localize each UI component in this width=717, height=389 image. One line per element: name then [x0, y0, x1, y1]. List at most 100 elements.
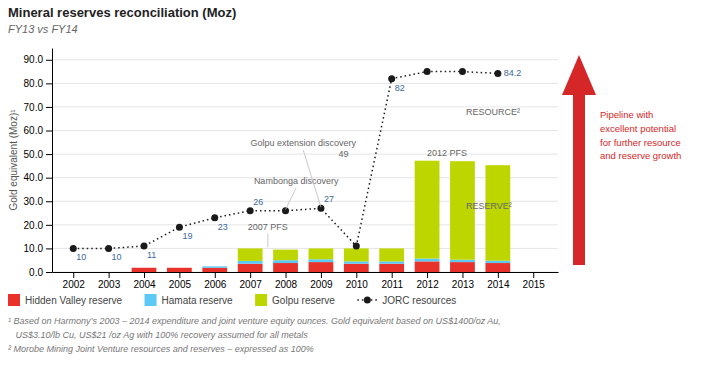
bar [273, 260, 298, 263]
plot-marks [70, 68, 511, 272]
data-label: 26 [253, 197, 263, 207]
footnote: ² Morobe Mining Joint Venture resources … [8, 344, 314, 354]
bar [415, 261, 440, 272]
legend-swatch [364, 297, 371, 304]
x-tick-label: 2002 [63, 279, 86, 290]
annotation: Nambonga discovery [254, 176, 339, 186]
annotation-leader [303, 150, 321, 207]
y-tick-mark [46, 248, 52, 249]
y-axis-label: Gold equivalent (Moz)¹ [8, 109, 19, 211]
legend-label: Hidden Valley reserve [25, 295, 123, 306]
x-tick-mark [73, 272, 74, 278]
y-tick-label: 70.0 [24, 102, 44, 113]
y-tick: 0.0 [29, 267, 52, 278]
y-tick: 30.0 [24, 196, 52, 207]
x-tick-mark [427, 272, 428, 278]
annotations: 2007 PFSNambonga discoveryGolpu extensio… [248, 107, 520, 248]
y-tick: 40.0 [24, 172, 52, 183]
data-label: 23 [218, 222, 228, 232]
bar [344, 264, 369, 272]
bar [485, 165, 510, 260]
point [424, 68, 431, 75]
point [211, 214, 218, 221]
x-tick-mark [215, 272, 216, 278]
bar [309, 262, 334, 272]
legend: Hidden Valley reserve Hamata reserve Golpu… [8, 294, 456, 306]
x-tick-label: 2008 [275, 279, 298, 290]
y-tick: 20.0 [24, 220, 52, 231]
x-tick-label: 2005 [169, 279, 192, 290]
legend-label: Hamata reserve [162, 295, 234, 306]
point [70, 245, 77, 252]
footnotes: ¹ Based on Harmony’s 2003 – 2014 expendi… [8, 316, 501, 354]
line [73, 72, 498, 249]
bar [309, 248, 334, 259]
bar [415, 161, 440, 259]
chart: Mineral reserves reconciliation (Moz)FY1… [0, 0, 717, 389]
title: Mineral reserves reconciliation (Moz) [8, 5, 236, 20]
callout-line: and reserve growth [600, 150, 681, 161]
point [282, 207, 289, 214]
legend-swatch [145, 294, 157, 306]
x-tick-mark [356, 272, 357, 278]
grid-line [52, 59, 558, 60]
bar [167, 267, 192, 268]
grid-line [52, 248, 558, 249]
x-tick: 2006 [204, 272, 227, 290]
y-tick-label: 50.0 [24, 149, 44, 160]
x-tick-label: 2010 [346, 279, 369, 290]
x-tick-label: 2007 [240, 279, 263, 290]
data-label: 10 [112, 252, 122, 262]
y-tick-label: 10.0 [24, 243, 44, 254]
annotation-leader [286, 188, 297, 210]
bar [132, 267, 157, 268]
x-tick-label: 2011 [381, 279, 403, 290]
x-tick: 2002 [63, 272, 86, 290]
x-tick-mark [498, 272, 499, 278]
point [176, 224, 183, 231]
legend-item: Hamata reserve [145, 294, 234, 306]
y-axis-line [52, 49, 53, 273]
y-tick-label: 30.0 [24, 196, 44, 207]
bar [344, 261, 369, 263]
point [459, 68, 466, 75]
x-tick: 2004 [133, 272, 156, 290]
x-tick-mark [321, 272, 322, 278]
point [141, 243, 148, 250]
x-tick: 2012 [416, 272, 439, 290]
callout-line: excellent potential [600, 123, 676, 134]
x-tick: 2007 [240, 272, 263, 290]
data-label: 82 [395, 83, 405, 93]
y-tick: 50.0 [24, 149, 52, 160]
callout-text: Pipeline withexcellent potentialfor furt… [600, 109, 681, 161]
x-tick-mark [144, 272, 145, 278]
annotation-leader [267, 234, 268, 247]
x-tick-label: 2013 [452, 279, 475, 290]
y-tick-label: 90.0 [24, 54, 44, 65]
annotation: RESOURCE² [466, 107, 520, 117]
x-tick: 2009 [310, 272, 333, 290]
bar [450, 262, 475, 272]
bar [238, 261, 263, 264]
y-tick: 60.0 [24, 125, 52, 136]
annotation: 49 [339, 149, 349, 159]
legend-label: JORC resources [382, 295, 456, 306]
data-label: 10 [76, 252, 86, 262]
bar [485, 263, 510, 272]
footnote: US$3.10/lb Cu, US$21 /oz Ag with 100% re… [8, 330, 308, 340]
bar [202, 268, 227, 272]
x-tick-mark [250, 272, 251, 278]
x-tick-label: 2014 [487, 279, 510, 290]
bar [450, 260, 475, 262]
bar [344, 248, 369, 261]
x-tick-label: 2015 [523, 279, 546, 290]
data-label: 11 [147, 250, 156, 260]
y-tick-mark [46, 107, 52, 108]
y-tick-mark [46, 225, 52, 226]
y-tick-mark [46, 83, 52, 84]
x-tick-mark [533, 272, 534, 278]
x-tick-mark [109, 272, 110, 278]
point [388, 75, 395, 82]
legend-item: Golpu reserve [255, 294, 335, 306]
bar [167, 267, 192, 268]
